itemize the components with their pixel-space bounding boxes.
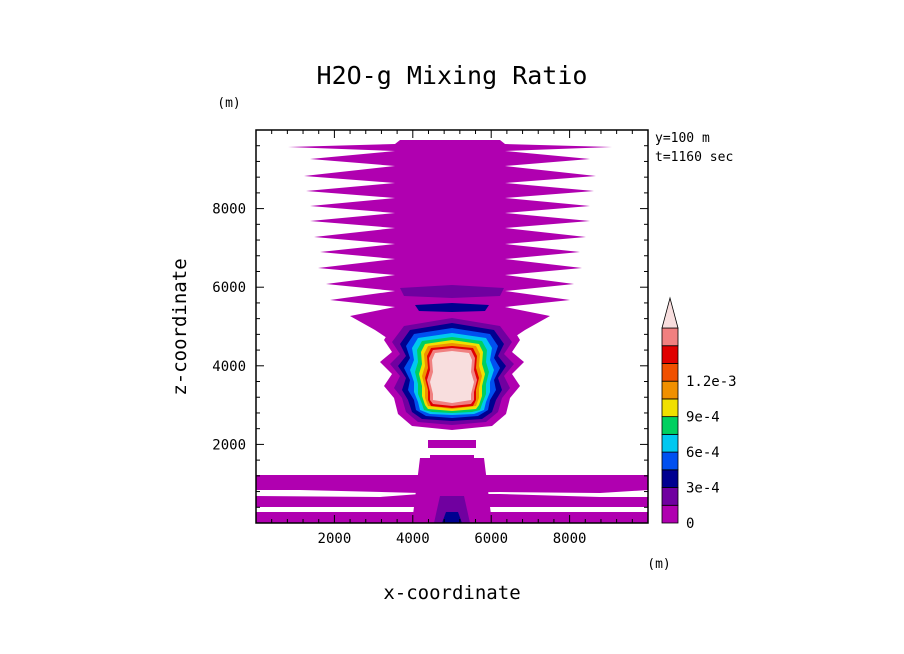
upper-patch-2 xyxy=(415,303,489,312)
x-tick-label: 8000 xyxy=(553,531,587,547)
x-tick-label: 6000 xyxy=(474,531,508,547)
colorbar-swatch xyxy=(661,345,679,364)
contour-fills xyxy=(256,140,648,523)
colorbar-tick-label: 6e-4 xyxy=(686,445,720,461)
annotation-t: t=1160 sec xyxy=(655,150,733,165)
colorbar-swatch xyxy=(661,469,679,488)
colorbar-swatch xyxy=(661,451,679,471)
colorbar: 0 3e-4 6e-4 9e-4 1.2e-3 xyxy=(661,296,737,532)
colorbar-swatch xyxy=(661,398,679,418)
boundary-core-2 xyxy=(442,512,462,523)
chart-title: H2O-g Mixing Ratio xyxy=(317,61,588,90)
colorbar-swatch xyxy=(661,416,679,435)
colorbar-tick-label: 1.2e-3 xyxy=(686,374,737,390)
upper-plume-region xyxy=(288,140,612,350)
colorbar-tick-label: 0 xyxy=(686,516,694,532)
x-tick-label: 2000 xyxy=(318,531,352,547)
y-unit-label: (m) xyxy=(217,96,240,111)
colorbar-swatch xyxy=(661,487,679,506)
colorbar-swatch xyxy=(661,380,679,400)
upper-patch xyxy=(400,285,504,298)
colorbar-swatch xyxy=(661,433,679,453)
colorbar-tick-label: 3e-4 xyxy=(686,481,720,497)
y-axis-title: z-coordinate xyxy=(169,258,191,395)
boundary-core xyxy=(434,496,470,523)
x-tick-label: 4000 xyxy=(396,531,430,547)
x-unit-label: (m) xyxy=(647,557,670,572)
y-axis-ticks: 2000 4000 6000 8000 xyxy=(212,145,648,508)
x-axis-ticks: 2000 4000 6000 8000 xyxy=(271,130,633,547)
colorbar-swatch xyxy=(661,504,679,524)
y-tick-label: 6000 xyxy=(212,280,246,296)
annotation-y: y=100 m xyxy=(655,131,710,146)
colorbar-swatch xyxy=(661,363,679,382)
y-tick-label: 8000 xyxy=(212,202,246,218)
colorbar-tick-label: 9e-4 xyxy=(686,410,720,426)
colorbar-extend-triangle xyxy=(661,296,679,329)
y-tick-label: 2000 xyxy=(212,437,246,453)
cloud-core-region xyxy=(430,351,474,403)
mid-blob-1 xyxy=(428,440,476,448)
colorbar-swatch xyxy=(661,327,679,347)
plot-frame xyxy=(255,129,649,524)
boundary-column xyxy=(412,458,492,523)
x-axis-title: x-coordinate xyxy=(383,582,520,604)
y-tick-label: 4000 xyxy=(212,359,246,375)
